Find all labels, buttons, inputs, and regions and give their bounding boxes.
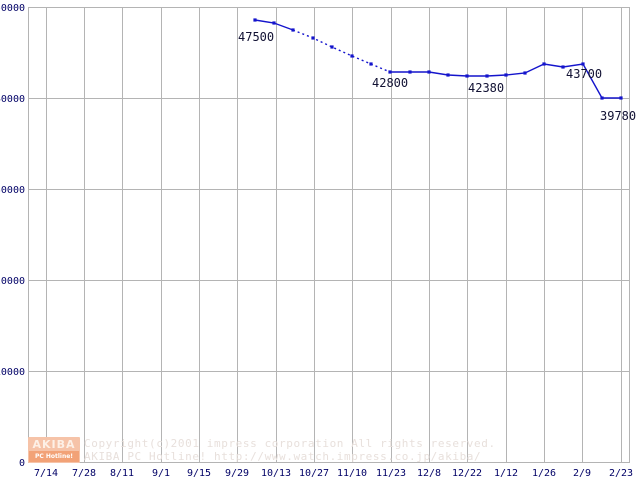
series-point-marker	[272, 21, 276, 25]
y-gridlines	[28, 7, 629, 463]
annotation-47500: 47500	[238, 30, 274, 44]
series-point-marker	[427, 70, 431, 74]
annotation-42380: 42380	[468, 81, 504, 95]
series-point-marker	[350, 54, 354, 58]
series-point-marker	[408, 70, 412, 74]
price-series	[253, 18, 623, 100]
y-tick-label: 40000	[0, 94, 25, 105]
x-tick-label: 8/11	[110, 468, 134, 479]
x-tick-label: 9/1	[152, 468, 170, 479]
series-point-marker	[330, 45, 334, 49]
series-point-marker	[542, 62, 546, 66]
y-tick-label: 20000	[0, 276, 25, 287]
series-point-marker	[619, 96, 623, 100]
series-point-marker	[523, 71, 527, 75]
x-tick-label: 12/22	[452, 468, 482, 479]
x-tick-label: 1/12	[494, 468, 518, 479]
y-tick-label: 10000	[0, 367, 25, 378]
x-tick-label: 2/9	[573, 468, 591, 479]
y-tick-label: 0	[19, 458, 25, 469]
series-point-marker	[504, 73, 508, 77]
x-tick-label: 1/26	[532, 468, 556, 479]
series-point-marker	[561, 65, 565, 69]
y-tick-label: 50000	[0, 3, 25, 14]
annotation-42800: 42800	[372, 76, 408, 90]
series-markers	[253, 18, 623, 100]
annotation-39780: 39780	[600, 109, 636, 123]
series-point-marker	[253, 18, 257, 22]
x-tick-label: 12/8	[417, 468, 441, 479]
series-point-marker	[581, 62, 585, 66]
series-point-marker	[446, 73, 450, 77]
series-point-marker	[311, 36, 315, 40]
x-tick-label: 9/29	[225, 468, 249, 479]
x-tick-label: 7/28	[72, 468, 96, 479]
series-point-marker	[291, 28, 295, 32]
x-tick-label: 11/10	[337, 468, 367, 479]
x-tick-label: 11/23	[376, 468, 406, 479]
x-tick-label: 2/23	[609, 468, 633, 479]
y-tick-label: 30000	[0, 185, 25, 196]
x-tick-label: 10/27	[299, 468, 329, 479]
x-tick-label: 10/13	[261, 468, 291, 479]
x-tick-label: 9/15	[187, 468, 211, 479]
x-gridlines	[28, 7, 630, 463]
series-point-marker	[600, 96, 604, 100]
series-point-marker	[485, 74, 489, 78]
annotation-43700: 43700	[566, 67, 602, 81]
series-point-marker	[465, 74, 469, 78]
x-tick-label: 7/14	[34, 468, 58, 479]
series-point-marker	[388, 70, 392, 74]
series-point-marker	[369, 62, 373, 66]
y-axis-ticks: 50000 40000 30000 20000 10000 0	[0, 3, 25, 469]
point-annotations: 47500 42800 42380 43700 39780	[238, 30, 636, 123]
x-axis-ticks: 7/14 7/28 8/11 9/1 9/15 9/29 10/13 10/27…	[34, 468, 633, 479]
